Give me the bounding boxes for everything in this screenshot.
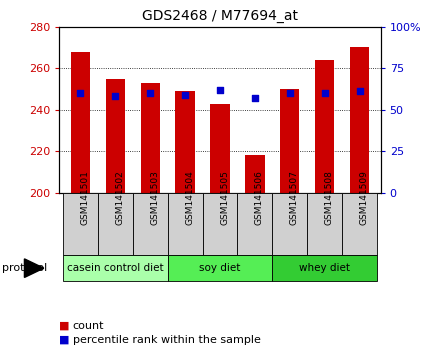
Text: casein control diet: casein control diet [67, 263, 164, 273]
Polygon shape [25, 259, 44, 278]
Text: GSM141504: GSM141504 [185, 171, 194, 225]
Text: GSM141502: GSM141502 [115, 171, 124, 225]
Text: soy diet: soy diet [199, 263, 241, 273]
Point [77, 90, 84, 96]
Bar [71, 51, 90, 193]
Bar [63, 255, 168, 281]
Text: GDS2468 / M77694_at: GDS2468 / M77694_at [142, 9, 298, 23]
Bar [176, 91, 194, 193]
Point [356, 88, 363, 94]
Bar [98, 193, 133, 255]
Bar [168, 255, 272, 281]
Text: percentile rank within the sample: percentile rank within the sample [73, 335, 260, 345]
Bar [246, 155, 264, 193]
Text: GSM141506: GSM141506 [255, 170, 264, 225]
Bar [342, 193, 377, 255]
Text: GSM141501: GSM141501 [81, 170, 89, 225]
Text: GSM141505: GSM141505 [220, 170, 229, 225]
Text: protocol: protocol [2, 263, 48, 273]
Bar [133, 193, 168, 255]
Bar [315, 60, 334, 193]
Bar [140, 83, 160, 193]
Text: ■: ■ [59, 321, 70, 331]
Text: GSM141507: GSM141507 [290, 170, 299, 225]
Bar [63, 193, 98, 255]
Bar [307, 193, 342, 255]
Text: GSM141509: GSM141509 [359, 170, 369, 225]
Text: count: count [73, 321, 104, 331]
Point [251, 95, 258, 101]
Point [182, 92, 189, 98]
Point [286, 90, 293, 96]
Bar [168, 193, 202, 255]
Point [147, 90, 154, 96]
Bar [106, 79, 125, 193]
Bar [202, 193, 238, 255]
Text: GSM141508: GSM141508 [325, 170, 334, 225]
Text: whey diet: whey diet [299, 263, 350, 273]
Bar [210, 103, 230, 193]
Text: ■: ■ [59, 335, 70, 345]
Bar [272, 255, 377, 281]
Bar [280, 89, 300, 193]
Bar [238, 193, 272, 255]
Bar [272, 193, 307, 255]
Text: GSM141503: GSM141503 [150, 170, 159, 225]
Point [112, 93, 119, 99]
Point [321, 90, 328, 96]
Point [216, 87, 224, 93]
Bar [350, 47, 369, 193]
